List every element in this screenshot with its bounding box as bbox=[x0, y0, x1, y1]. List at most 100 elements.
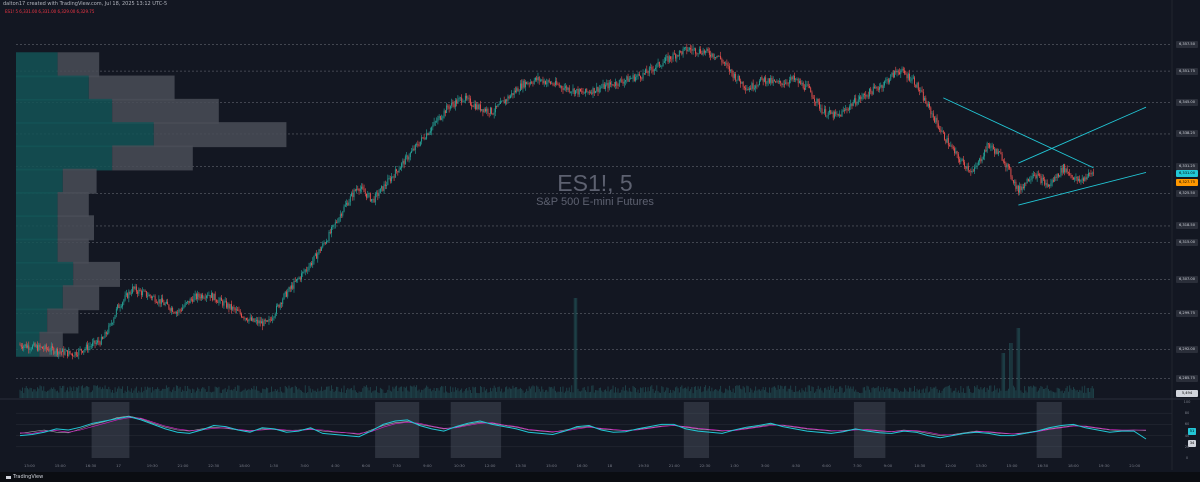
volume-bar bbox=[252, 389, 254, 398]
volume-bar bbox=[99, 386, 101, 398]
volume-bar bbox=[472, 386, 474, 398]
candle-body bbox=[140, 291, 142, 296]
volume-bar bbox=[98, 387, 100, 398]
candle-body bbox=[809, 86, 810, 88]
volume-bar bbox=[588, 392, 590, 398]
candle-body bbox=[765, 77, 767, 84]
volume-bar bbox=[93, 385, 95, 398]
volume-bar bbox=[142, 392, 144, 398]
volume-bar bbox=[377, 392, 379, 398]
candle-body bbox=[209, 295, 211, 298]
volume-bar bbox=[413, 385, 415, 398]
candle-body bbox=[48, 349, 50, 352]
candle-body bbox=[575, 90, 576, 95]
candle-body bbox=[1042, 177, 1044, 180]
candle-body bbox=[650, 67, 651, 68]
candle-body bbox=[259, 320, 261, 324]
volume-bar bbox=[392, 386, 394, 398]
volume-bar bbox=[242, 390, 244, 398]
volume-bar bbox=[663, 392, 665, 398]
volume-bar bbox=[1060, 391, 1062, 398]
volume-bar bbox=[344, 392, 346, 398]
volume-bar bbox=[1061, 390, 1063, 398]
candle-body bbox=[461, 97, 463, 103]
candle-body bbox=[952, 147, 954, 149]
volume-bar bbox=[712, 391, 714, 398]
candle-body bbox=[448, 107, 450, 109]
candle-body bbox=[970, 170, 972, 173]
osc-axis-label: 100 bbox=[1183, 400, 1191, 404]
candle-body bbox=[1040, 175, 1042, 184]
tradingview-logo[interactable]: TradingView bbox=[6, 474, 43, 480]
volume-bar bbox=[283, 392, 285, 398]
volume-bar bbox=[1016, 328, 1018, 398]
volume-bar bbox=[128, 390, 130, 398]
candle-body bbox=[1071, 175, 1073, 178]
volume-bar bbox=[851, 388, 853, 398]
candle-body bbox=[138, 289, 140, 294]
candle-body bbox=[193, 296, 195, 302]
candle-body bbox=[937, 123, 939, 129]
candle-body bbox=[299, 277, 301, 280]
candle-body bbox=[598, 88, 600, 92]
time-axis-label: 6:00 bbox=[361, 463, 371, 468]
candle-body bbox=[484, 108, 486, 112]
candle-body bbox=[901, 68, 903, 72]
volume-bar bbox=[189, 389, 191, 398]
volume-bar bbox=[821, 390, 823, 398]
volume-bar bbox=[208, 386, 210, 398]
volume-bar bbox=[33, 389, 35, 398]
candle-body bbox=[180, 310, 182, 311]
candle-body bbox=[217, 301, 219, 303]
candle-body bbox=[97, 340, 99, 343]
volume-bar bbox=[97, 385, 99, 398]
price-axis-label: 6,285.75 bbox=[1176, 375, 1198, 383]
candle-body bbox=[298, 277, 300, 279]
volume-bar bbox=[40, 386, 42, 398]
volume-bar bbox=[418, 389, 420, 398]
volume-bar bbox=[194, 392, 196, 398]
time-axis-label: 16:30 bbox=[576, 463, 588, 468]
volume-bar bbox=[891, 391, 893, 398]
candle-body bbox=[78, 349, 80, 356]
candle-body bbox=[869, 88, 870, 97]
volume-bar bbox=[148, 387, 150, 398]
volume-bar bbox=[399, 386, 401, 398]
volume-bar bbox=[293, 392, 295, 398]
candle-body bbox=[272, 317, 274, 321]
candle-body bbox=[931, 113, 933, 115]
candle-body bbox=[550, 81, 551, 84]
volume-bar bbox=[730, 390, 732, 398]
volume-bar bbox=[531, 386, 533, 398]
volume-bar bbox=[791, 389, 793, 398]
volume-bar bbox=[815, 391, 817, 398]
volume-bar bbox=[476, 392, 478, 398]
volume-bar bbox=[731, 391, 733, 398]
volume-bar bbox=[890, 388, 892, 398]
volume-bar bbox=[143, 390, 145, 398]
volume-bar bbox=[971, 393, 973, 398]
candle-body bbox=[535, 77, 536, 81]
volume-bar bbox=[493, 385, 495, 398]
volume-bar bbox=[959, 392, 961, 398]
candle-body bbox=[187, 300, 189, 303]
candle-body bbox=[70, 353, 72, 355]
volume-bar bbox=[157, 387, 159, 398]
volume-bar bbox=[596, 390, 598, 398]
volume-bar bbox=[982, 388, 984, 398]
candle-body bbox=[112, 323, 114, 324]
volume-bar bbox=[716, 389, 718, 398]
candle-body bbox=[92, 342, 94, 346]
volume-profile-down-2 bbox=[112, 98, 219, 124]
candle-body bbox=[123, 299, 125, 303]
candle-body bbox=[557, 84, 559, 86]
candle-body bbox=[258, 320, 260, 324]
volume-bar bbox=[884, 391, 885, 398]
volume-bar bbox=[916, 388, 918, 398]
candle-body bbox=[656, 63, 658, 68]
candle-body bbox=[94, 340, 96, 345]
candle-body bbox=[742, 81, 744, 87]
candle-body bbox=[670, 56, 672, 59]
candle-body bbox=[313, 255, 315, 262]
